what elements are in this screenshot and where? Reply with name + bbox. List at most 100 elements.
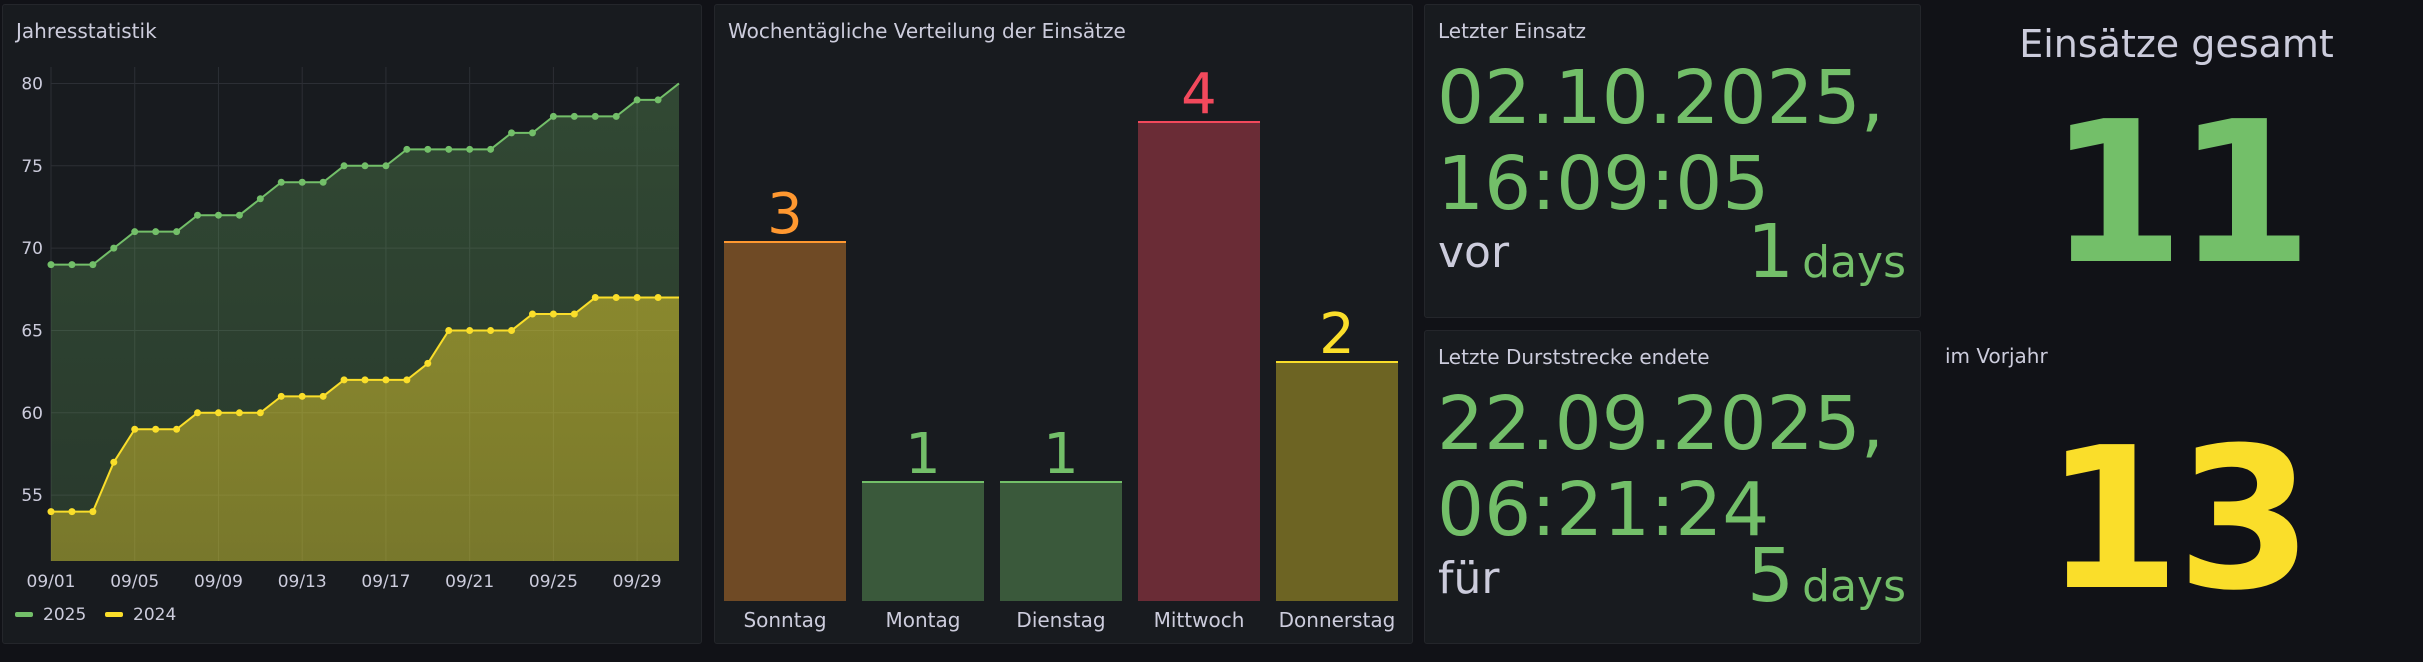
data-point [319, 392, 327, 400]
data-point [403, 145, 411, 153]
data-point [466, 326, 474, 334]
data-point [633, 294, 641, 302]
data-point [298, 392, 306, 400]
data-point [487, 326, 495, 334]
data-point [654, 96, 662, 104]
line-chart[interactable]: 55 60 65 70 75 80 09/01 09/05 09/09 09/13 09/17 09/… [3, 5, 701, 643]
data-point [549, 112, 557, 120]
y-tick-label: 80 [21, 74, 43, 94]
data-point [256, 409, 264, 417]
date-value: 22.09.2025, [1437, 381, 1885, 467]
bar-chart[interactable]: 3 Sonntag 1 Montag 1 Dienstag 4 Mittwoch 2 Donner… [715, 5, 1412, 643]
data-point [194, 211, 202, 219]
panel-letzter-einsatz: Letzter Einsatz 02.10.2025, 16:09:05 vor… [1424, 4, 1921, 318]
vorjahr-value: 13 [2044, 406, 2313, 634]
data-point [214, 211, 222, 219]
prefix-label: vor [1438, 227, 1510, 278]
data-point [173, 228, 181, 236]
series-area-2024 [51, 297, 679, 561]
panel-vorjahr: im Vorjahr 13 [1932, 330, 2421, 644]
bar-value-label: 1 [905, 422, 941, 487]
panel-title[interactable]: Einsätze gesamt [2019, 22, 2334, 66]
bar-Sonntag [724, 241, 846, 601]
panel-title[interactable]: Letzter Einsatz [1438, 19, 1587, 43]
bar-value-label: 2 [1319, 302, 1355, 367]
data-point [528, 129, 536, 137]
data-point [131, 228, 139, 236]
data-point [424, 359, 432, 367]
bar-Dienstag [1000, 481, 1122, 601]
bar-value-label: 4 [1181, 62, 1217, 127]
data-point [508, 326, 516, 334]
data-point [319, 178, 327, 186]
data-point [591, 294, 599, 302]
data-point [570, 112, 578, 120]
data-point [235, 409, 243, 417]
data-point [340, 376, 348, 384]
data-point [152, 228, 160, 236]
x-tick-label: 09/29 [613, 572, 662, 592]
data-point [361, 162, 369, 170]
panel-title[interactable]: im Vorjahr [1945, 344, 2048, 368]
elapsed-unit: days [1802, 237, 1906, 288]
data-point [424, 145, 432, 153]
data-point [361, 376, 369, 384]
data-point [466, 145, 474, 153]
y-tick-label: 60 [21, 404, 43, 424]
data-point [68, 508, 76, 516]
y-tick-label: 55 [21, 486, 43, 506]
panel-durststrecke: Letzte Durststrecke endete 22.09.2025, 0… [1424, 330, 1921, 644]
data-point [235, 211, 243, 219]
data-point [633, 96, 641, 104]
y-tick-label: 75 [21, 157, 43, 177]
bar-category-label: Dienstag [1016, 608, 1105, 632]
legend-swatch [105, 612, 123, 617]
x-tick-label: 09/05 [110, 572, 159, 592]
data-point [570, 310, 578, 318]
data-point [214, 409, 222, 417]
data-point [612, 112, 620, 120]
legend-label: 2025 [43, 605, 86, 625]
data-point [47, 508, 55, 516]
bar-value-label: 1 [1043, 422, 1079, 487]
data-point [256, 195, 264, 203]
x-tick-label: 09/13 [278, 572, 327, 592]
data-point [382, 376, 390, 384]
elapsed-stat: 1 days [1747, 215, 1906, 289]
y-tick-label: 70 [21, 239, 43, 259]
panel-title[interactable]: Jahresstatistik [16, 19, 157, 43]
data-point [131, 425, 139, 433]
x-tick-label: 09/25 [529, 572, 578, 592]
data-point [110, 458, 118, 466]
data-point [68, 261, 76, 269]
data-point [89, 261, 97, 269]
duration-value: 5 [1747, 533, 1795, 619]
time-value: 06:21:24 [1437, 467, 1770, 553]
panel-weekday-distribution: Wochentägliche Verteilung der Einsätze 3… [714, 4, 1413, 644]
data-point [549, 310, 557, 318]
data-point [110, 244, 118, 252]
bar-category-label: Sonntag [743, 608, 826, 632]
bar-category-label: Montag [886, 608, 961, 632]
data-point [445, 145, 453, 153]
data-point [340, 162, 348, 170]
bar-value-label: 3 [767, 182, 803, 247]
elapsed-value: 1 [1747, 209, 1795, 295]
bar-Montag [862, 481, 984, 601]
data-point [445, 326, 453, 334]
prefix-label: für [1438, 553, 1500, 604]
data-point [403, 376, 411, 384]
x-tick-label: 09/17 [361, 572, 410, 592]
legend-label: 2024 [133, 605, 176, 625]
data-point [173, 425, 181, 433]
duration-unit: days [1802, 561, 1906, 612]
legend-swatch [15, 612, 33, 617]
data-point [487, 145, 495, 153]
panel-title[interactable]: Wochentägliche Verteilung der Einsätze [728, 19, 1126, 43]
data-point [612, 294, 620, 302]
data-point [277, 392, 285, 400]
panel-title[interactable]: Letzte Durststrecke endete [1438, 345, 1710, 369]
data-point [89, 508, 97, 516]
panel-jahresstatistik: Jahresstatistik 55 60 65 70 75 80 09/01 09/05 09… [2, 4, 702, 644]
data-point [152, 425, 160, 433]
